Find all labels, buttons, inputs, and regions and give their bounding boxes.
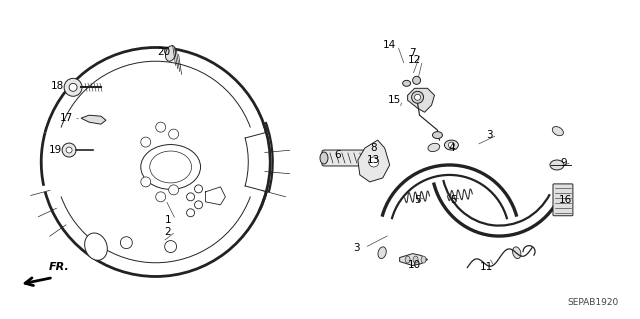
Polygon shape (408, 88, 435, 112)
Circle shape (195, 201, 202, 209)
Circle shape (187, 209, 195, 217)
Text: 10: 10 (408, 260, 421, 270)
Circle shape (169, 129, 179, 139)
Polygon shape (399, 254, 428, 265)
Circle shape (195, 185, 202, 193)
Text: 16: 16 (559, 195, 573, 205)
Ellipse shape (165, 46, 176, 61)
Circle shape (369, 157, 379, 167)
Text: 14: 14 (383, 41, 396, 50)
Text: 19: 19 (49, 145, 62, 155)
Circle shape (62, 143, 76, 157)
FancyBboxPatch shape (322, 150, 378, 166)
Ellipse shape (413, 256, 418, 263)
Text: 18: 18 (51, 81, 64, 91)
Text: 6: 6 (335, 150, 341, 160)
Ellipse shape (550, 160, 564, 170)
Text: 5: 5 (450, 195, 457, 205)
Ellipse shape (378, 247, 387, 259)
Ellipse shape (150, 151, 191, 183)
Polygon shape (81, 115, 106, 124)
Text: 2: 2 (164, 227, 171, 237)
Circle shape (169, 185, 179, 195)
Circle shape (69, 83, 77, 91)
Ellipse shape (513, 247, 521, 259)
Text: 15: 15 (388, 95, 401, 105)
Text: 5: 5 (414, 195, 421, 205)
Text: 20: 20 (157, 48, 170, 57)
Circle shape (141, 137, 151, 147)
Text: 3: 3 (486, 130, 493, 140)
Text: 12: 12 (408, 56, 421, 65)
Ellipse shape (84, 233, 108, 260)
Circle shape (187, 193, 195, 201)
Text: 11: 11 (479, 262, 493, 271)
Ellipse shape (428, 143, 440, 152)
Circle shape (156, 192, 166, 202)
Circle shape (66, 147, 72, 153)
Circle shape (412, 91, 424, 103)
Circle shape (164, 241, 177, 253)
Ellipse shape (405, 256, 410, 263)
Text: 1: 1 (164, 215, 171, 225)
Polygon shape (358, 140, 390, 182)
Circle shape (156, 122, 166, 132)
Ellipse shape (320, 152, 328, 164)
Circle shape (64, 78, 82, 96)
Ellipse shape (371, 150, 381, 166)
Circle shape (413, 76, 420, 84)
Text: 3: 3 (353, 243, 360, 253)
Text: FR.: FR. (49, 262, 70, 271)
Ellipse shape (141, 145, 200, 189)
Text: 7: 7 (410, 48, 416, 58)
Ellipse shape (421, 256, 426, 263)
Ellipse shape (552, 127, 563, 136)
Circle shape (141, 177, 151, 187)
Ellipse shape (433, 132, 442, 138)
Text: 13: 13 (367, 155, 380, 165)
Circle shape (415, 94, 420, 100)
Circle shape (120, 237, 132, 249)
Text: 8: 8 (371, 143, 377, 153)
Circle shape (449, 142, 454, 148)
Text: SEPAB1920: SEPAB1920 (568, 298, 619, 307)
FancyBboxPatch shape (553, 184, 573, 216)
Text: 4: 4 (448, 143, 455, 153)
Ellipse shape (403, 80, 411, 86)
Text: 17: 17 (60, 113, 73, 123)
Ellipse shape (444, 140, 458, 150)
Text: 9: 9 (561, 158, 567, 168)
